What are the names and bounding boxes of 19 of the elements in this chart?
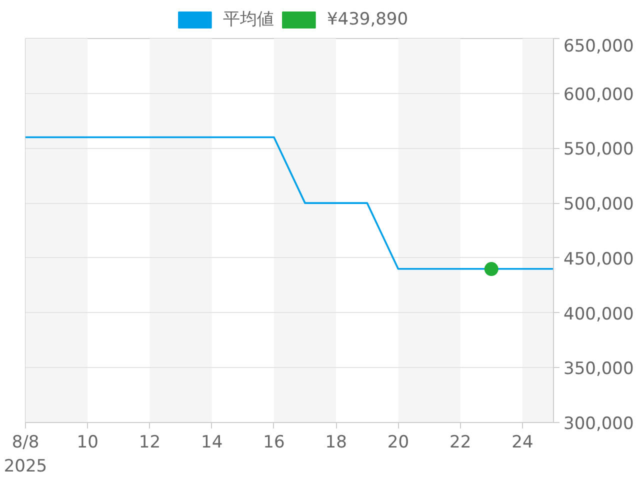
x-tick-label: 20 [387, 432, 410, 452]
y-tick-label: 450,000 [564, 249, 634, 270]
x-tick-label: 24 [512, 432, 534, 452]
x-tick-label: 22 [450, 432, 472, 452]
x-tick-label: 18 [325, 432, 347, 452]
x-tick-label: 10 [76, 432, 98, 452]
y-tick-label: 500,000 [564, 194, 634, 215]
y-tick-label: 300,000 [564, 414, 634, 434]
legend-label: ¥439,890 [326, 9, 408, 29]
y-tick-label: 400,000 [564, 304, 634, 324]
x-tick-label: 14 [201, 432, 223, 452]
x-tick-label: 8/8 2025 [4, 432, 48, 476]
legend-label: 平均値 [222, 8, 274, 30]
x-tick-label: 16 [263, 432, 285, 452]
y-tick-label: 600,000 [564, 84, 634, 105]
x-tick-label: 12 [138, 432, 161, 452]
y-tick-label: 350,000 [564, 359, 634, 380]
y-tick-label: 650,000 [564, 36, 634, 56]
y-tick-label: 550,000 [564, 140, 634, 160]
